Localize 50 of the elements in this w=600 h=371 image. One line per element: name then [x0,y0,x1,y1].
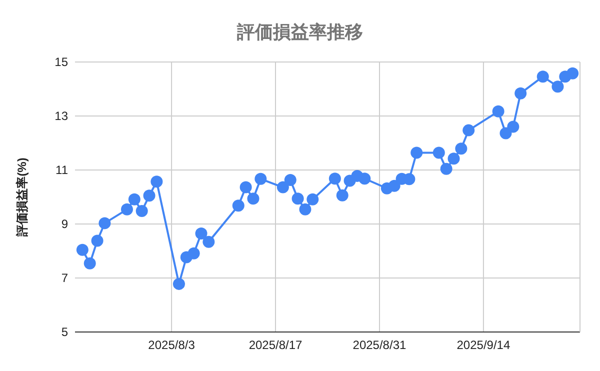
point [388,180,400,192]
point [455,142,468,155]
x-tick-label: 2025/8/31 [352,338,406,352]
point [247,192,260,205]
point [91,234,104,247]
point [188,247,200,260]
point [254,172,267,185]
point [507,120,520,133]
point [136,205,148,218]
point [143,190,156,202]
y-tick-label: 11 [56,163,68,177]
point [432,146,445,159]
x-tick-label: 2025/8/17 [248,338,303,352]
y-axis-title: 評価損益率(%) [15,158,29,238]
point [128,193,140,206]
y-tick-label: 9 [61,217,68,231]
point [276,181,289,194]
point [358,172,371,185]
point [448,152,460,165]
point [240,181,252,194]
point [328,172,341,185]
chart-title: 評価損益率推移 [236,22,363,42]
point [120,203,133,216]
point [284,174,296,186]
y-tick-label: 7 [61,271,68,285]
point [202,236,215,248]
point [172,278,185,290]
x-tick-label: 2025/8/3 [148,338,196,352]
point [552,80,564,93]
y-tick-label: 15 [54,55,68,69]
point [336,189,348,202]
point [410,146,423,159]
y-tick-label: 13 [54,109,68,123]
point [299,203,312,216]
point [195,227,208,240]
point [84,257,96,270]
point [462,124,475,136]
point [566,67,579,80]
point [150,176,163,188]
point [306,193,319,206]
point [76,244,88,256]
point [98,217,111,230]
point [492,105,504,118]
point [440,162,452,175]
y-tick-label: 5 [61,325,68,339]
point [536,70,549,83]
point [514,87,527,100]
point [292,192,304,205]
x-tick-label: 2025/9/14 [456,338,510,352]
point [232,200,244,212]
